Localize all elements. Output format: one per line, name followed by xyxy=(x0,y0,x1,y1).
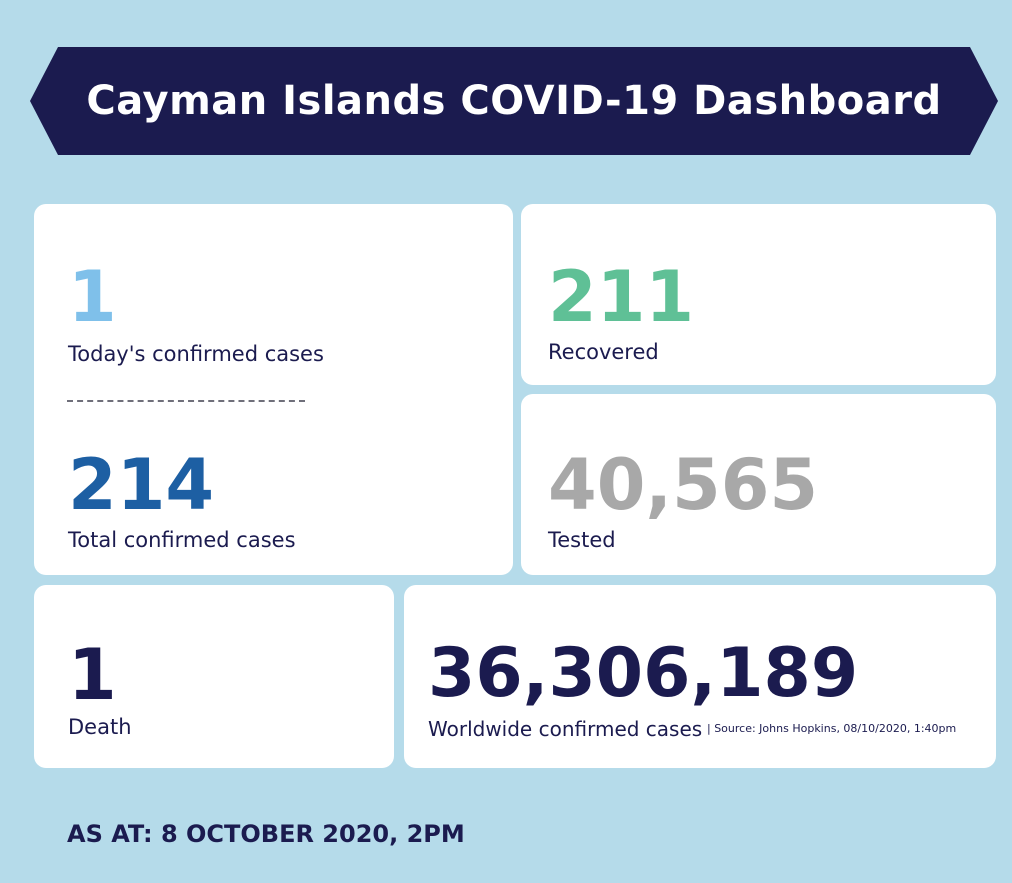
tested-label: Tested xyxy=(548,528,616,552)
death-value: 1 xyxy=(68,634,117,716)
death-label: Death xyxy=(68,715,132,739)
as-at-date: AS AT: 8 OCTOBER 2020, 2PM xyxy=(67,820,465,848)
worldwide-card xyxy=(404,585,996,768)
tested-value: 40,565 xyxy=(548,444,819,526)
recovered-value: 211 xyxy=(548,256,695,338)
today-confirmed-label: Today's confirmed cases xyxy=(68,342,324,366)
banner-shape xyxy=(30,47,998,155)
total-confirmed-label: Total confirmed cases xyxy=(68,528,296,552)
tested-card xyxy=(521,394,996,575)
worldwide-label: Worldwide confirmed cases xyxy=(428,717,703,741)
total-confirmed-value: 214 xyxy=(68,444,215,526)
source-note: | Source: Johns Hopkins, 08/10/2020, 1:4… xyxy=(707,722,957,735)
death-card xyxy=(34,585,394,768)
recovered-card xyxy=(521,204,996,385)
recovered-label: Recovered xyxy=(548,340,659,364)
page-title: Cayman Islands COVID-19 Dashboard xyxy=(86,78,942,124)
confirmed-cases-card xyxy=(34,204,513,575)
today-confirmed-value: 1 xyxy=(68,256,117,338)
worldwide-value: 36,306,189 xyxy=(428,634,859,713)
divider xyxy=(67,400,305,402)
title-banner: Cayman Islands COVID-19 Dashboard xyxy=(30,47,998,155)
